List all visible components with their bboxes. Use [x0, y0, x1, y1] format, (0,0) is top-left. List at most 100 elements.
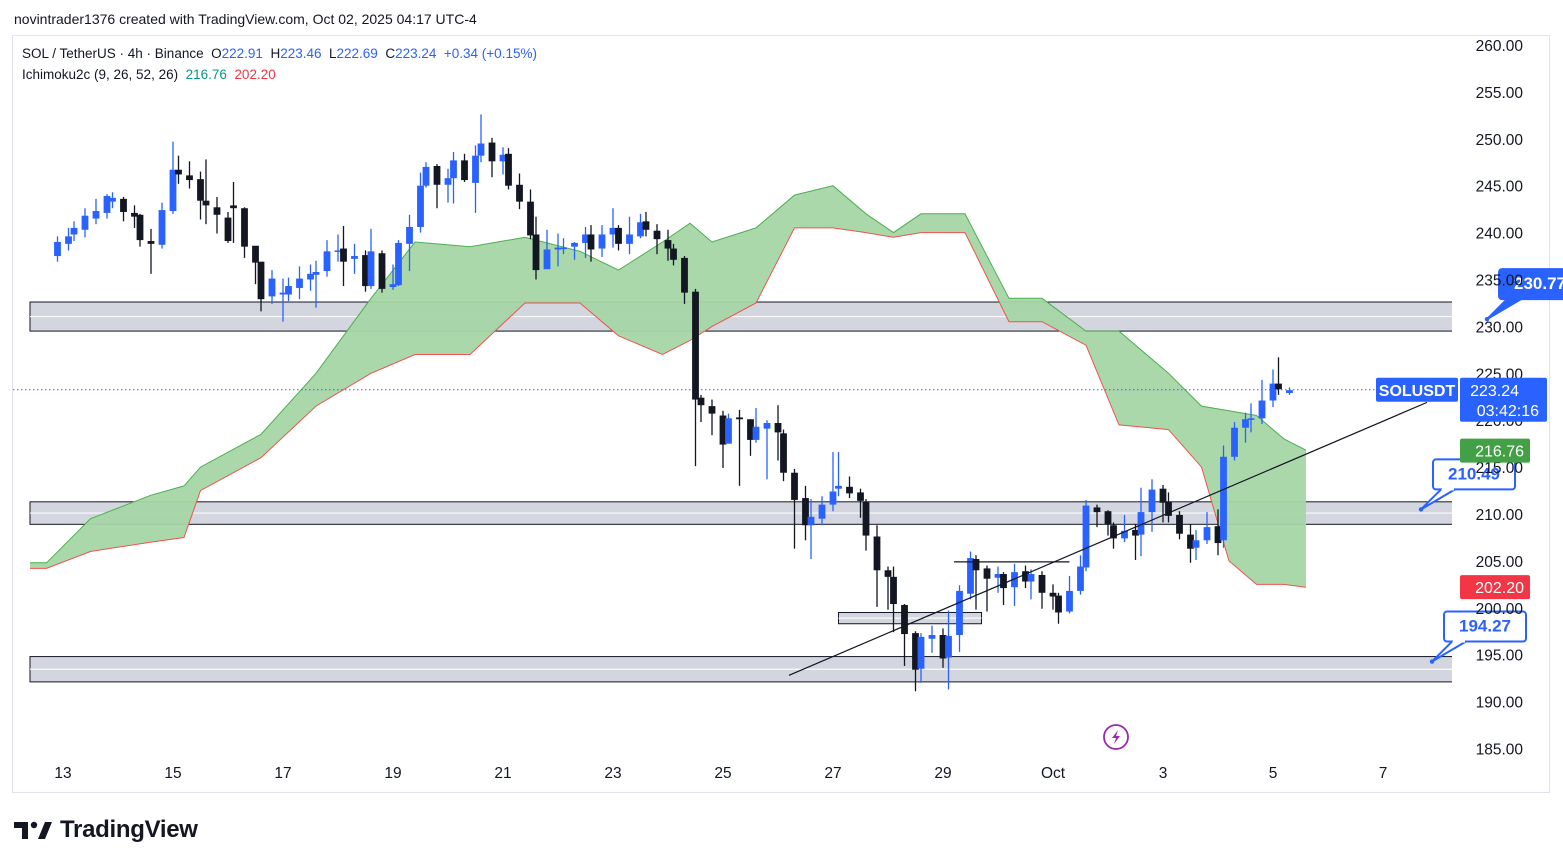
- candle-body[interactable]: [1231, 427, 1238, 457]
- candle-body[interactable]: [1220, 456, 1227, 541]
- candle-body[interactable]: [433, 166, 441, 185]
- candle-body[interactable]: [1165, 501, 1172, 516]
- candle-body[interactable]: [543, 249, 551, 270]
- candle-body[interactable]: [642, 221, 650, 230]
- candle-body[interactable]: [323, 251, 331, 272]
- candle-body[interactable]: [472, 155, 479, 183]
- candle-body[interactable]: [637, 222, 644, 237]
- candle-body[interactable]: [54, 241, 61, 257]
- price-callout-210-49[interactable]: 210.49: [1418, 458, 1516, 512]
- candle-body[interactable]: [70, 227, 78, 235]
- candle-body[interactable]: [835, 485, 842, 489]
- candle-body[interactable]: [202, 200, 210, 206]
- candle-body[interactable]: [1022, 571, 1029, 582]
- candle-body[interactable]: [582, 234, 589, 243]
- candle-body[interactable]: [554, 247, 562, 250]
- candle-body[interactable]: [334, 250, 342, 252]
- candle-body[interactable]: [1077, 566, 1084, 591]
- candle-body[interactable]: [939, 635, 947, 659]
- candle-body[interactable]: [406, 226, 413, 244]
- candle-body[interactable]: [378, 253, 386, 289]
- candle-body[interactable]: [351, 256, 358, 259]
- candle-body[interactable]: [829, 491, 837, 505]
- candle-body[interactable]: [884, 570, 892, 577]
- candle-body[interactable]: [516, 184, 523, 202]
- candle-body[interactable]: [1049, 592, 1057, 597]
- candle-body[interactable]: [697, 397, 705, 406]
- candle-body[interactable]: [901, 604, 908, 635]
- candle-body[interactable]: [1055, 595, 1062, 613]
- candle-body[interactable]: [1286, 390, 1293, 393]
- candle-body[interactable]: [670, 248, 677, 260]
- candle-body[interactable]: [131, 212, 138, 217]
- symbol-tag-badge[interactable]: [1376, 377, 1458, 402]
- candle-body[interactable]: [312, 271, 320, 275]
- candle-body[interactable]: [725, 418, 732, 444]
- candle-body[interactable]: [1121, 530, 1128, 539]
- candle-body[interactable]: [81, 215, 89, 230]
- candle-body[interactable]: [488, 142, 496, 162]
- candle-body[interactable]: [780, 433, 787, 473]
- candle-body[interactable]: [681, 257, 688, 293]
- candle-body[interactable]: [213, 207, 221, 215]
- candle-body[interactable]: [362, 255, 369, 287]
- candle-body[interactable]: [389, 284, 397, 288]
- candle-body[interactable]: [1093, 507, 1101, 513]
- candle-body[interactable]: [1104, 511, 1112, 525]
- candle-body[interactable]: [252, 245, 259, 263]
- candle-body[interactable]: [279, 292, 287, 295]
- candle-body[interactable]: [928, 635, 936, 639]
- candle-body[interactable]: [846, 486, 853, 494]
- candle-body[interactable]: [505, 153, 512, 186]
- candle-body[interactable]: [747, 419, 754, 440]
- candle-body[interactable]: [1110, 525, 1117, 539]
- candle-body[interactable]: [230, 205, 237, 209]
- candle-body[interactable]: [367, 251, 375, 287]
- candle-body[interactable]: [598, 234, 606, 249]
- candle-body[interactable]: [912, 633, 919, 670]
- candle-body[interactable]: [395, 242, 402, 286]
- candle-body[interactable]: [967, 558, 974, 594]
- candle-body[interactable]: [1242, 419, 1249, 428]
- candle-body[interactable]: [527, 201, 534, 236]
- candle-body[interactable]: [664, 240, 672, 249]
- candle-body[interactable]: [422, 166, 430, 186]
- candle-body[interactable]: [763, 423, 771, 429]
- candle-body[interactable]: [972, 559, 980, 571]
- candle-body[interactable]: [818, 504, 826, 519]
- candle-body[interactable]: [296, 278, 303, 288]
- candle-body[interactable]: [774, 423, 782, 433]
- candle-body[interactable]: [945, 635, 952, 658]
- candle-body[interactable]: [136, 214, 144, 241]
- candle-body[interactable]: [1176, 514, 1183, 534]
- candle-body[interactable]: [109, 197, 116, 202]
- candle-body[interactable]: [186, 175, 193, 181]
- candle-body[interactable]: [1000, 574, 1007, 589]
- candle-body[interactable]: [560, 247, 567, 250]
- candle-body[interactable]: [890, 576, 897, 605]
- candle-body[interactable]: [268, 278, 276, 297]
- candle-body[interactable]: [1066, 590, 1073, 612]
- price-callout-box[interactable]: [1443, 610, 1527, 643]
- candle-body[interactable]: [1132, 529, 1139, 536]
- candle-body[interactable]: [169, 169, 177, 212]
- candle-body[interactable]: [736, 417, 743, 420]
- candle-body[interactable]: [653, 230, 661, 240]
- price-callout-230-77[interactable]: 230.77: [1484, 268, 1563, 322]
- candle-body[interactable]: [692, 291, 699, 400]
- candle-body[interactable]: [1082, 505, 1090, 568]
- candle-body[interactable]: [1011, 572, 1018, 588]
- candle-body[interactable]: [257, 261, 265, 300]
- candle-body[interactable]: [1258, 400, 1266, 419]
- candle-body[interactable]: [1187, 534, 1194, 549]
- candle-body[interactable]: [802, 498, 809, 526]
- candle-body[interactable]: [857, 492, 864, 501]
- candle-body[interactable]: [1148, 489, 1156, 513]
- candle-body[interactable]: [615, 227, 622, 244]
- candle-body[interactable]: [791, 472, 798, 500]
- last-price-badge[interactable]: [1460, 377, 1547, 422]
- candle-body[interactable]: [103, 196, 111, 213]
- candle-body[interactable]: [1269, 383, 1277, 401]
- candle-body[interactable]: [241, 208, 248, 247]
